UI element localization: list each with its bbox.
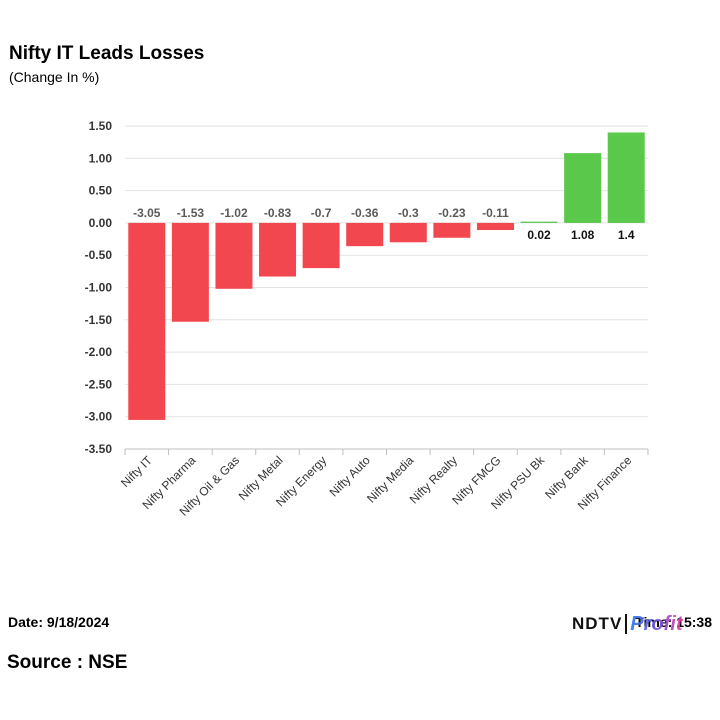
y-tick-label: 1.00 — [89, 151, 113, 165]
ndtv-profit-logo: NDTV Profit — [572, 611, 683, 637]
data-label: -0.7 — [311, 206, 332, 220]
bar — [520, 221, 558, 223]
data-label: -1.02 — [220, 206, 248, 220]
data-label: 0.02 — [527, 228, 551, 242]
chart-title: Nifty IT Leads Losses — [9, 43, 205, 64]
y-tick-label: -1.50 — [85, 313, 113, 327]
source-text: Source : NSE — [7, 652, 128, 673]
y-tick-label: -2.50 — [85, 377, 113, 391]
data-label: -0.3 — [398, 206, 419, 220]
y-tick-label: -3.50 — [85, 442, 113, 456]
y-tick-label: -1.00 — [85, 281, 113, 295]
bar — [433, 222, 471, 238]
time-text: Time: 15:38 — [635, 614, 712, 630]
data-label: 1.4 — [618, 228, 635, 242]
logo-separator — [625, 614, 628, 634]
bar — [171, 222, 209, 322]
y-tick-label: 1.50 — [89, 119, 113, 133]
data-label: 1.08 — [571, 228, 595, 242]
y-tick-label: -3.00 — [85, 410, 113, 424]
bar — [128, 222, 166, 420]
bar-chart: 1.50 1.00 0.50 0.00 -0.50 -1.00 -1.50 -2.00 -2.5… — [85, 119, 649, 519]
bar — [476, 222, 514, 231]
bar — [564, 153, 602, 223]
bars — [128, 132, 645, 420]
y-tick-label: -0.50 — [85, 248, 113, 262]
bar — [302, 222, 340, 269]
y-tick-label: -2.00 — [85, 345, 113, 359]
data-label: -0.11 — [482, 206, 509, 220]
data-label: -3.05 — [133, 206, 161, 220]
data-labels: -3.05 -1.53 -1.02 -0.83 -0.7 -0.36 -0.3 -0.23 -0… — [133, 206, 635, 242]
bar — [215, 222, 253, 289]
bar — [346, 222, 384, 247]
bar — [607, 132, 645, 223]
category-label: Nifty IT — [118, 453, 155, 490]
data-label: -0.23 — [438, 206, 466, 220]
y-axis-ticks: 1.50 1.00 0.50 0.00 -0.50 -1.00 -1.50 -2.00 -2.5… — [85, 119, 113, 456]
chart-subtitle: (Change In %) — [9, 69, 100, 85]
data-label: -0.83 — [264, 206, 292, 220]
grid-lines — [124, 125, 649, 455]
y-tick-label: 0.50 — [89, 184, 113, 198]
data-label: -1.53 — [177, 206, 205, 220]
date-text: Date: 9/18/2024 — [8, 614, 110, 630]
bar — [259, 222, 297, 277]
bar — [389, 222, 427, 243]
data-label: -0.36 — [351, 206, 379, 220]
y-tick-label: 0.00 — [89, 216, 113, 230]
logo-profit-text: Profit — [630, 612, 683, 635]
logo-ndtv-text: NDTV — [572, 614, 623, 634]
